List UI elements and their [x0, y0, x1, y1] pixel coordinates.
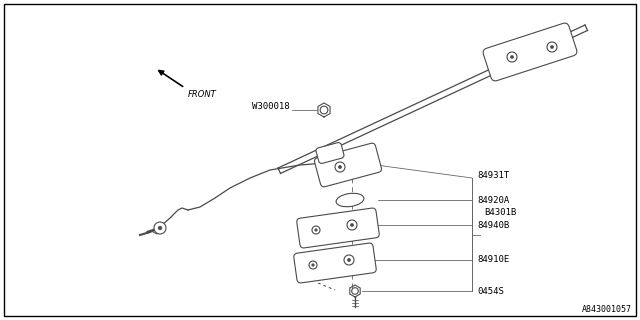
FancyBboxPatch shape	[316, 142, 344, 164]
Circle shape	[344, 255, 354, 265]
Text: 84920A: 84920A	[477, 196, 509, 204]
Text: B4301B: B4301B	[484, 207, 516, 217]
FancyBboxPatch shape	[294, 243, 376, 283]
Text: A843001057: A843001057	[582, 305, 632, 314]
Text: 84931T: 84931T	[477, 171, 509, 180]
Text: 0454S: 0454S	[477, 286, 504, 295]
Circle shape	[335, 162, 345, 172]
Circle shape	[312, 264, 314, 266]
Circle shape	[352, 288, 358, 294]
Circle shape	[507, 52, 517, 62]
Circle shape	[320, 106, 328, 114]
Circle shape	[347, 220, 357, 230]
Text: 84940B: 84940B	[477, 220, 509, 229]
Text: 84910E: 84910E	[477, 255, 509, 265]
Circle shape	[158, 226, 162, 230]
Circle shape	[309, 261, 317, 269]
Circle shape	[550, 45, 554, 49]
FancyBboxPatch shape	[483, 23, 577, 81]
FancyBboxPatch shape	[297, 208, 380, 248]
Text: W300018: W300018	[252, 101, 290, 110]
Circle shape	[348, 259, 351, 261]
Circle shape	[312, 226, 320, 234]
FancyBboxPatch shape	[314, 143, 381, 187]
Circle shape	[351, 223, 353, 227]
Circle shape	[339, 165, 342, 169]
Circle shape	[547, 42, 557, 52]
Circle shape	[511, 55, 513, 59]
Ellipse shape	[336, 193, 364, 207]
Text: FRONT: FRONT	[188, 90, 217, 99]
Circle shape	[154, 222, 166, 234]
Circle shape	[315, 229, 317, 231]
